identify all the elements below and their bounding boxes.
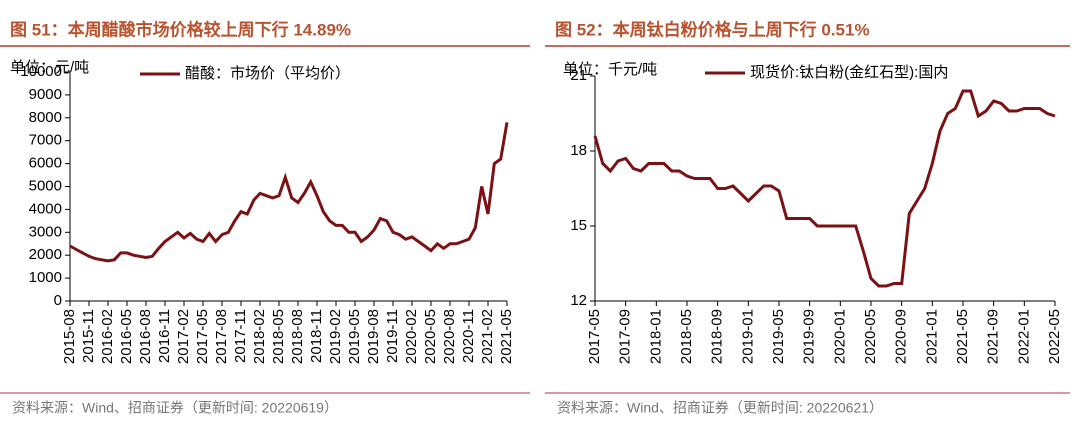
x-tick-label: 2020-05 [422, 309, 439, 364]
x-tick-label: 2018-11 [308, 309, 325, 363]
x-tick-label: 2016-02 [99, 309, 116, 364]
y-tick-label: 6000 [29, 155, 62, 172]
x-tick-label: 2021-02 [479, 309, 496, 364]
x-tick-label: 2019-09 [801, 309, 818, 364]
x-tick-label: 2020-08 [441, 309, 458, 364]
x-tick-label: 2022-01 [1015, 309, 1032, 364]
series-line [69, 122, 509, 263]
x-tick-label: 2020-09 [893, 309, 910, 364]
legend-label: 现货价:钛白粉(金红石型):国内 [750, 64, 948, 81]
x-tick-label: 2021-01 [923, 309, 940, 364]
y-tick-label: 10000 [20, 63, 62, 80]
x-tick-label: 2019-05 [346, 309, 363, 364]
x-tick-label: 2015-08 [61, 309, 78, 364]
y-tick-label: 9000 [29, 86, 62, 103]
series-line [593, 89, 1056, 288]
x-tick-label: 2017-11 [232, 309, 249, 363]
x-tick-label: 2018-05 [270, 309, 287, 364]
x-tick-label: 2017-08 [213, 309, 230, 364]
x-tick-label: 2018-01 [647, 309, 664, 364]
x-tick-label: 2018-09 [709, 309, 726, 364]
source-note: 资料来源：Wind、招商证券（更新时间: 20220619） [12, 400, 338, 416]
y-tick-label: 7000 [29, 132, 62, 149]
x-tick-label: 2022-05 [1046, 309, 1063, 364]
x-tick-label: 2016-05 [118, 309, 135, 364]
chart-title: 图 51：本周醋酸市场价格较上周下行 14.89% [10, 19, 351, 39]
x-tick-label: 2020-01 [831, 309, 848, 364]
y-tick-label: 12 [570, 292, 587, 309]
y-tick-label: 4000 [29, 200, 62, 217]
x-tick-label: 2020-02 [403, 309, 420, 364]
y-tick-label: 2000 [29, 246, 62, 263]
y-tick-label: 1000 [29, 269, 62, 286]
chart-title: 图 52：本周钛白粉价格与上周下行 0.51% [555, 19, 870, 39]
y-tick-label: 3000 [29, 223, 62, 240]
y-tick-label: 8000 [29, 109, 62, 126]
x-tick-label: 2019-02 [327, 309, 344, 364]
y-tick-label: 5000 [29, 177, 62, 194]
x-tick-label: 2018-02 [251, 309, 268, 364]
x-tick-label: 2018-05 [678, 309, 695, 364]
x-tick-label: 2020-11 [460, 309, 477, 363]
x-tick-label: 2017-05 [586, 309, 603, 364]
x-tick-label: 2016-11 [156, 309, 173, 363]
x-tick-label: 2019-05 [770, 309, 787, 364]
x-tick-label: 2021-05 [954, 309, 971, 364]
y-tick-label: 0 [54, 292, 62, 309]
legend-label: 醋酸：市场价（平均价） [185, 65, 350, 82]
y-tick-label: 21 [570, 67, 587, 84]
x-tick-label: 2021-09 [985, 309, 1002, 364]
x-tick-label: 2019-11 [384, 309, 401, 363]
y-tick-label: 18 [570, 142, 587, 159]
unit-label: 单位：千元/吨 [563, 61, 657, 78]
x-tick-label: 2018-08 [289, 309, 306, 364]
x-tick-label: 2019-08 [365, 309, 382, 364]
x-tick-label: 2017-09 [617, 309, 634, 364]
x-tick-label: 2016-08 [137, 309, 154, 364]
x-tick-label: 2017-02 [175, 309, 192, 364]
x-tick-label: 2015-11 [80, 309, 97, 363]
x-tick-label: 2017-05 [194, 309, 211, 364]
source-note: 资料来源：Wind、招商证券（更新时间: 20220621） [557, 400, 883, 416]
x-tick-label: 2020-05 [862, 309, 879, 364]
x-tick-label: 2019-01 [739, 309, 756, 364]
y-tick-label: 15 [570, 217, 587, 234]
x-tick-label: 2021-05 [498, 309, 515, 364]
